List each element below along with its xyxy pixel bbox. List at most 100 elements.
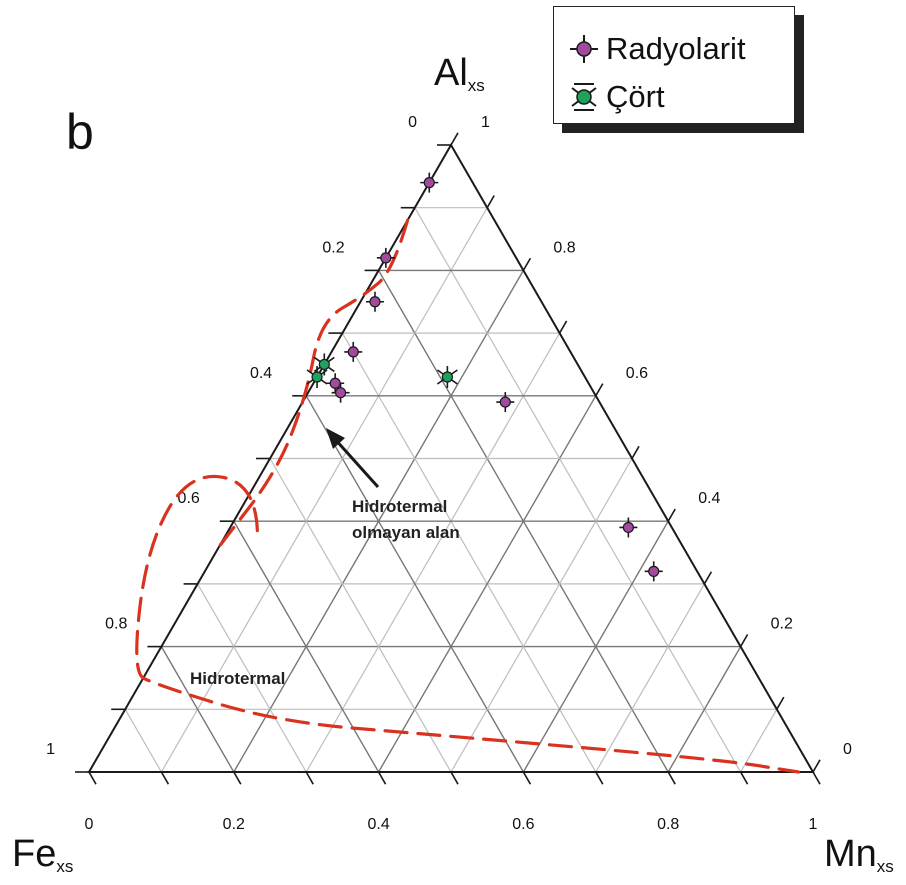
point-radyolarit: [344, 341, 363, 362]
tick-label-bottom: 0.8: [657, 816, 679, 833]
grid-line-mn: [595, 583, 705, 773]
apex-al-sub: xs: [467, 76, 485, 95]
grid-line-mn: [522, 520, 669, 773]
grid-line-fe: [414, 207, 742, 773]
tick-bottom: [812, 771, 821, 785]
tick-bottom: [450, 771, 459, 785]
tick-bottom: [233, 771, 242, 785]
tick-right: [522, 257, 532, 271]
tick-bottom: [377, 771, 387, 785]
tick-bottom: [305, 771, 314, 785]
apex-fe-main: Fe: [12, 833, 57, 875]
marker-dot: [334, 387, 347, 399]
tick-label-right: 0: [843, 741, 852, 758]
tick-right: [739, 634, 749, 647]
grid-line-fe: [233, 520, 380, 773]
region-label-hydrothermal: Hidrotermal: [190, 669, 285, 688]
point-cort: [436, 365, 458, 388]
marker-dot: [380, 252, 392, 264]
tick-label-left: 0: [408, 114, 417, 131]
tick-label-right: 1: [481, 114, 490, 131]
tick-label-bottom: 0.6: [512, 816, 534, 833]
tick-label-bottom: 0.2: [223, 816, 245, 833]
tick-label-bottom: 0.4: [367, 816, 389, 833]
marker-dot: [347, 346, 359, 358]
annotations: Hidrotermal olmayan alan Hidrotermal: [190, 428, 460, 688]
grid-line-mn: [450, 458, 633, 773]
apex-label-al: Alxs: [434, 52, 485, 96]
tick-label-right: 0.6: [626, 365, 648, 382]
tick-label-right: 0.4: [698, 490, 720, 507]
point-radyolarit: [496, 392, 515, 413]
boundary-curves: [135, 218, 801, 774]
marker-dot: [318, 358, 330, 371]
tick-label-left: 0.4: [250, 365, 272, 382]
point-radyolarit: [420, 172, 439, 193]
tick-label-bottom: 1: [809, 816, 818, 833]
tick-right: [558, 320, 568, 334]
grid-line-fe: [124, 708, 162, 773]
region-arrow: [332, 436, 380, 489]
marker-dot: [441, 371, 453, 383]
marker-dot: [311, 371, 323, 383]
point-radyolarit: [619, 517, 638, 538]
grid-line-mn: [305, 332, 561, 773]
tick-bottom: [667, 771, 676, 785]
legend-item-cort: Çört: [568, 77, 665, 117]
marker-dot: [622, 521, 634, 534]
boundary-curve-lower-hook: [135, 474, 801, 774]
apex-al-main: Al: [434, 52, 468, 94]
legend: Radyolarit Çört: [553, 6, 795, 124]
tick-bottom: [88, 771, 97, 785]
grid-line-mn: [740, 708, 778, 773]
panel-letter: b: [66, 104, 94, 160]
apex-label-fe: Fexs: [12, 833, 73, 877]
axis-ticks: 0 0.2 0.4 0.6 0.8 1 0 0.2 0.4 0.6 0.8 1 1 0.8 0.6 0.4 0.…: [46, 114, 852, 833]
grid-line-mn: [160, 207, 488, 773]
circle-plus-marker-icon: [570, 35, 598, 63]
apex-mn-sub: xs: [876, 857, 894, 876]
legend-label-cort: Çört: [606, 79, 665, 114]
tick-label-left: 0.6: [178, 490, 200, 507]
tick-label-left: 0.2: [322, 239, 344, 256]
tick-right: [776, 696, 785, 710]
legend-label-radyolarit: Radyolarit: [606, 31, 746, 66]
tick-right: [631, 445, 640, 459]
tick-bottom: [739, 771, 749, 785]
tick-right: [812, 759, 821, 773]
apex-fe-sub: xs: [56, 857, 74, 876]
marker-dot: [499, 396, 511, 408]
tick-right: [703, 571, 713, 585]
tick-right: [450, 132, 459, 146]
point-radyolarit: [365, 291, 384, 312]
region-arrowhead: [326, 428, 345, 449]
tick-right: [667, 508, 676, 522]
marker-dot: [369, 296, 381, 308]
apex-label-mn: Mnxs: [824, 833, 894, 877]
region-label-line2: olmayan alan: [352, 523, 460, 542]
boundary-curve-upper-bulge: [217, 218, 410, 548]
tick-label-right: 0.8: [553, 239, 575, 256]
marker-dot: [648, 565, 660, 577]
point-radyolarit: [376, 247, 395, 268]
tick-label-right: 0.2: [771, 616, 793, 633]
ternary-grid: [124, 207, 778, 773]
region-label-line1: Hidrotermal: [352, 497, 447, 516]
tick-label-left: 1: [46, 741, 55, 758]
apex-mn-main: Mn: [824, 833, 877, 875]
tick-bottom: [595, 771, 604, 785]
grid-line-fe: [269, 458, 452, 773]
marker-dot: [423, 177, 435, 189]
tick-bottom: [522, 771, 532, 785]
tick-bottom: [160, 771, 170, 785]
tick-label-bottom: 0: [85, 816, 94, 833]
point-cort: [313, 353, 335, 376]
circle-star-marker-icon: [571, 83, 597, 111]
grid-line-mn: [667, 646, 742, 773]
grid-line-fe: [197, 583, 307, 773]
data-points: [306, 172, 663, 582]
legend-item-radyolarit: Radyolarit: [568, 29, 746, 69]
grid-line-fe: [341, 332, 597, 773]
tick-right: [595, 383, 604, 397]
